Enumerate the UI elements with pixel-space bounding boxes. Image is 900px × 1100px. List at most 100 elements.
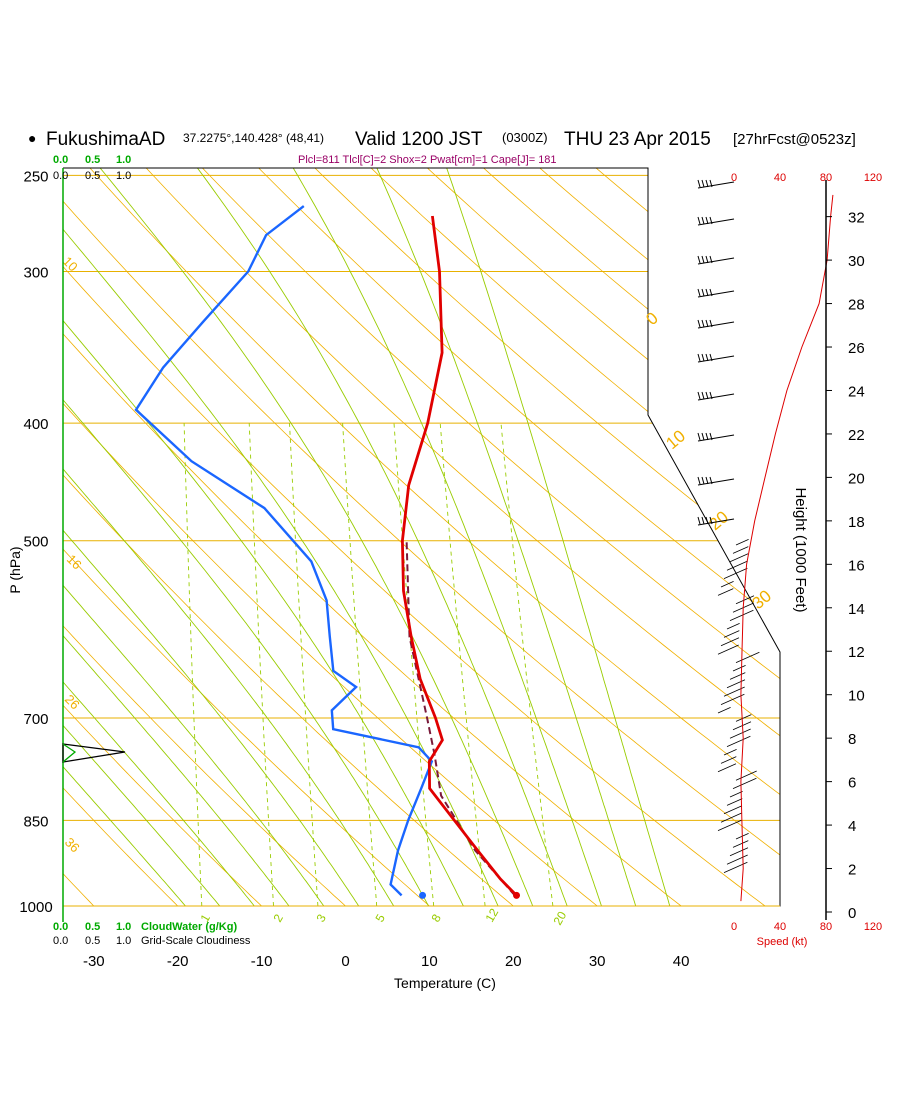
- dry-adiabat-20: [63, 168, 545, 906]
- wind-barb-lower-22: [732, 721, 752, 731]
- cloud-bottom-black-2: 1.0: [116, 935, 131, 947]
- wind-barb-feather-7-3: [709, 432, 713, 441]
- speed-bottom-120: 120: [864, 921, 882, 933]
- adiabat-labels: 10 16 26 36 0 10 20 30 1 2 3 5 8 12 20: [60, 254, 775, 928]
- height-tick-26: 26: [848, 340, 865, 357]
- temperature-tick-30: 30: [589, 953, 606, 970]
- wind-barb-lower-7: [735, 595, 755, 605]
- height-tick-8: 8: [848, 731, 856, 748]
- wind-barb-feather-0-3: [709, 179, 713, 188]
- wind-barb-feather-6-3: [709, 391, 713, 400]
- moist-label-36: 36: [62, 835, 83, 856]
- dry-adiabat-110: [300, 168, 780, 906]
- speed-top-40: 40: [774, 172, 786, 184]
- wind-barb-lower-2: [729, 553, 749, 563]
- moist-adiabat-40: [441, 168, 678, 906]
- speed-bottom-40: 40: [774, 921, 786, 933]
- wind-barb-feather-8-2: [705, 476, 709, 485]
- height-tick-14: 14: [848, 601, 865, 618]
- dry-adiabat-200: [803, 154, 900, 932]
- pressure-tick-700: 700: [23, 711, 48, 728]
- wind-barbs: [697, 179, 760, 873]
- temperature-tick-10: 10: [421, 953, 438, 970]
- mix-label-20: 20: [550, 909, 569, 928]
- speed-top-0: 0: [731, 172, 737, 184]
- moist-adiabat-32: [284, 168, 611, 906]
- valid-time: Valid 1200 JST: [355, 129, 483, 150]
- wind-barb-feather-8-1: [701, 476, 705, 485]
- mixing-ratio-line-3: [289, 423, 319, 906]
- cloud-top-black-1: 0.5: [85, 170, 100, 182]
- wind-barb-lower-30: [729, 791, 743, 798]
- pressure-tick-1000: 1000: [19, 899, 52, 916]
- dry-adiabat-130: [411, 168, 780, 906]
- wind-barb-feather-4-3: [709, 319, 713, 328]
- wind-barb-feather-2-2: [705, 255, 709, 264]
- wind-barb-feather-4-0: [697, 319, 701, 328]
- wind-barb-feather-9-2: [705, 516, 709, 525]
- wind-barb-feather-0-0: [697, 179, 701, 188]
- dry-adiabat-40: [63, 168, 715, 906]
- speed-bottom-0: 0: [731, 921, 737, 933]
- wind-barb-feather-5-1: [701, 353, 705, 362]
- dry-label-0: 0: [642, 308, 661, 329]
- moist-adiabat--8: [63, 168, 276, 906]
- wind-barb-lower-9: [729, 609, 754, 621]
- moist-adiabat-0: [63, 168, 343, 906]
- wind-barb-lower-15: [732, 665, 746, 672]
- cloud-top-green-2: 1.0: [116, 154, 131, 166]
- dry-adiabat-10: [63, 168, 460, 906]
- cloud-bottom-green-1: 0.5: [85, 921, 100, 933]
- speed-bottom-80: 80: [820, 921, 832, 933]
- wind-barb-feather-5-3: [709, 353, 713, 362]
- stability-indices: Plcl=811 Tlcl[C]=2 Shox=2 Pwat[cm]=1 Cap…: [298, 154, 557, 166]
- wind-barb-lower-24: [726, 735, 751, 747]
- temperature-tick-0: 0: [341, 953, 349, 970]
- wind-barb-feather-5-2: [705, 353, 709, 362]
- wind-barb-feather-1-0: [697, 216, 701, 225]
- height-tick-20: 20: [848, 470, 865, 487]
- wind-barb-lower-0: [735, 539, 749, 546]
- pressure-tick-labels: 250 300 400 500 700 850 1000: [19, 168, 52, 916]
- moist-adiabat-36: [370, 168, 645, 906]
- dry-adiabat-90: [188, 168, 780, 906]
- wind-barb-feather-7-0: [697, 432, 701, 441]
- dry-label-10: 10: [662, 426, 689, 453]
- wind-barb-lower-34: [717, 819, 742, 831]
- wind-barb-feather-9-1: [701, 516, 705, 525]
- dry-adiabat-80: [132, 168, 780, 906]
- dewpoint-line: [134, 205, 434, 897]
- y-axis-label: P (hPa): [7, 546, 23, 593]
- wind-barb-feather-3-3: [709, 288, 713, 297]
- wind-barb-lower-11: [723, 630, 740, 638]
- moist-adiabat-16: [63, 168, 477, 906]
- mix-label-8: 8: [428, 911, 444, 924]
- wind-barb-lower-29: [732, 777, 757, 789]
- wind-speed-line: [740, 194, 834, 902]
- temperature-tick--30: -30: [83, 953, 105, 970]
- wind-barb-feather-6-2: [705, 391, 709, 400]
- temperature-tick--10: -10: [251, 953, 273, 970]
- dry-label-30: 30: [748, 586, 775, 613]
- wind-barb-lower-12: [720, 637, 740, 647]
- dry-adiabat-150: [523, 168, 780, 906]
- wind-barb-feather-4-2: [705, 319, 709, 328]
- height-axis-label: Height (1000 Feet): [792, 487, 809, 612]
- moist-adiabat-12: [63, 168, 443, 906]
- mix-label-2: 2: [270, 911, 286, 924]
- wind-barb-feather-2-1: [701, 255, 705, 264]
- wind-barb-feather-2-3: [709, 255, 713, 264]
- pressure-tick-500: 500: [23, 534, 48, 551]
- height-tick-12: 12: [848, 644, 865, 661]
- speed-axis: 0 40 80 120 0 40 80 120 Speed (kt): [731, 172, 882, 948]
- station-name: FukushimaAD: [46, 129, 165, 150]
- station-coords: 37.2275°,140.428° (48,41): [183, 131, 324, 145]
- wind-barb-lower-36: [732, 840, 749, 848]
- moist-label-26: 26: [62, 692, 83, 713]
- cloud-bottom-black-0: 0.0: [53, 935, 68, 947]
- moist-adiabat--4: [63, 168, 309, 906]
- wind-barb-lower-20: [717, 707, 731, 714]
- isobar-lines: [63, 174, 780, 907]
- dry-adiabat--30: [63, 168, 119, 906]
